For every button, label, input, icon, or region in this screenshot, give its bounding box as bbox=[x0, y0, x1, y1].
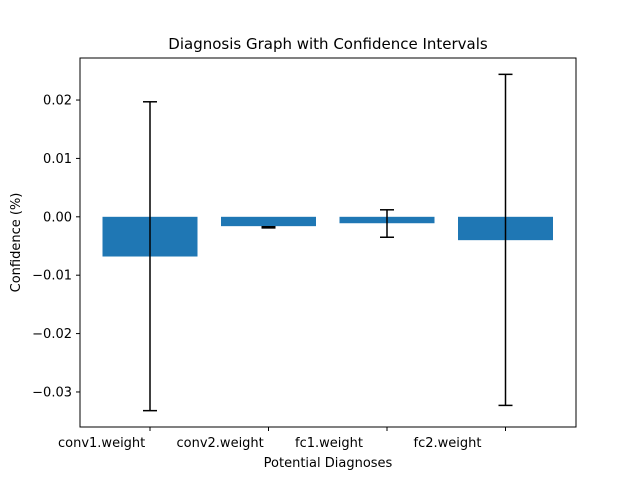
y-tick-label: −0.01 bbox=[32, 269, 72, 284]
x-tick-label: conv1.weight bbox=[58, 436, 145, 451]
y-tick-label: 0.00 bbox=[43, 210, 72, 225]
chart-title: Diagnosis Graph with Confidence Interval… bbox=[168, 35, 488, 53]
x-tick-label: fc1.weight bbox=[295, 436, 363, 451]
y-axis: −0.03 −0.02 −0.01 0.00 0.01 0.02 bbox=[32, 94, 80, 400]
x-axis: conv1.weight conv2.weight fc1.weight fc2.we… bbox=[58, 427, 506, 451]
bars-layer bbox=[102, 216, 553, 257]
plot-frame bbox=[79, 57, 577, 428]
y-axis-label: Confidence (%) bbox=[9, 193, 24, 293]
y-tick-label: −0.02 bbox=[32, 327, 72, 342]
bar-conv2.weight bbox=[221, 216, 316, 227]
x-axis-label: Potential Diagnoses bbox=[264, 456, 393, 471]
errorbars-layer bbox=[143, 73, 513, 412]
y-tick-label: 0.02 bbox=[43, 94, 72, 109]
y-tick-label: 0.01 bbox=[43, 152, 72, 167]
y-tick-label: −0.03 bbox=[32, 385, 72, 400]
x-tick-label: conv2.weight bbox=[177, 436, 264, 451]
x-tick-label: fc2.weight bbox=[414, 436, 482, 451]
